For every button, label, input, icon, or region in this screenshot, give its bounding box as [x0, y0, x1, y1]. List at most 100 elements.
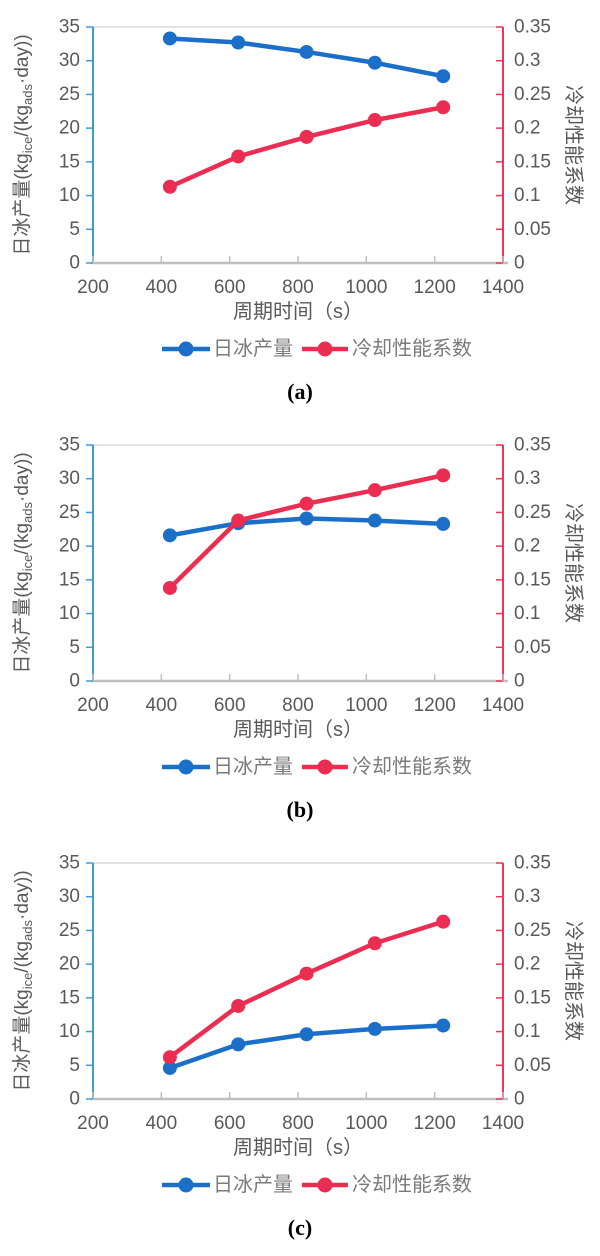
series-marker-left — [299, 511, 314, 526]
right-tick-label: 0.35 — [514, 853, 551, 874]
right-tick-label: 0.1 — [514, 1021, 540, 1042]
legend-label: 日冰产量 — [213, 1173, 293, 1196]
x-tick-label: 1200 — [414, 695, 456, 716]
legend-swatch-marker — [317, 341, 333, 357]
left-tick-label: 30 — [59, 468, 80, 489]
x-tick-label: 600 — [214, 695, 246, 716]
series-marker-right — [231, 998, 246, 1013]
right-tick-label: 0.2 — [514, 954, 540, 975]
left-tick-label: 5 — [69, 219, 80, 240]
series-marker-left — [162, 528, 177, 543]
x-tick-label: 200 — [77, 695, 109, 716]
chart-a-canvas: 0 5 10 15 20 25 30 35 0 0.05 0.1 0.15 0.2 0.25 0.3 0.35… — [11, 17, 585, 361]
x-tick-label: 1000 — [345, 277, 387, 298]
right-axis-title: 冷却性能系数 — [562, 503, 585, 623]
left-tick-label: 25 — [59, 920, 80, 941]
left-tick-label: 20 — [59, 536, 80, 557]
left-tick-label: 35 — [59, 435, 80, 456]
series-marker-left — [299, 44, 314, 59]
right-tick-label: 0.25 — [514, 502, 551, 523]
chart-c-canvas: 0 5 10 15 20 25 30 35 0 0.05 0.1 0.15 0.2 0.25 0.3 0.35… — [11, 853, 585, 1197]
series-marker-left — [162, 1060, 177, 1075]
left-tick-label: 25 — [59, 84, 80, 105]
series-marker-right — [231, 149, 246, 164]
x-tick-label: 200 — [77, 1113, 109, 1134]
left-tick-label: 35 — [59, 853, 80, 874]
x-axis-title: 周期时间（s） — [233, 718, 363, 741]
right-tick-label: 0.1 — [514, 603, 540, 624]
series-marker-right — [436, 100, 451, 115]
right-tick-label: 0 — [514, 1089, 525, 1110]
right-tick-label: 0.3 — [514, 50, 540, 71]
series-marker-right — [299, 966, 314, 981]
right-tick-label: 0.1 — [514, 185, 540, 206]
series-marker-left — [231, 35, 246, 50]
right-tick-label: 0.15 — [514, 151, 551, 172]
right-tick-label: 0.2 — [514, 536, 540, 557]
legend-swatch-marker — [317, 759, 333, 775]
x-tick-label: 1200 — [414, 1113, 456, 1134]
right-tick-label: 0.25 — [514, 920, 551, 941]
series-marker-left — [162, 31, 177, 46]
right-tick-label: 0.05 — [514, 219, 551, 240]
right-tick-label: 0.35 — [514, 435, 551, 456]
left-tick-label: 10 — [59, 185, 80, 206]
x-tick-label: 1200 — [414, 277, 456, 298]
x-tick-label: 800 — [282, 277, 314, 298]
left-tick-label: 0 — [69, 1089, 80, 1110]
x-axis-title: 周期时间（s） — [233, 1136, 363, 1159]
x-tick-label: 600 — [214, 277, 246, 298]
right-tick-label: 0.35 — [514, 17, 551, 38]
series-marker-right — [299, 496, 314, 511]
x-tick-label: 1400 — [482, 277, 524, 298]
x-tick-label: 1000 — [345, 695, 387, 716]
legend-label: 日冰产量 — [213, 755, 293, 778]
right-tick-label: 0.25 — [514, 84, 551, 105]
series-marker-left — [231, 1037, 246, 1052]
x-tick-label: 600 — [214, 1113, 246, 1134]
left-tick-label: 15 — [59, 151, 80, 172]
left-tick-label: 10 — [59, 603, 80, 624]
left-tick-label: 15 — [59, 987, 80, 1008]
x-tick-label: 1400 — [482, 695, 524, 716]
chart-block-a: 0 5 10 15 20 25 30 35 0 0.05 0.1 0.15 0.2 0.25 0.3 0.35… — [0, 0, 600, 418]
left-tick-label: 5 — [69, 1055, 80, 1076]
left-tick-label: 0 — [69, 671, 80, 692]
left-tick-label: 0 — [69, 253, 80, 274]
left-tick-label: 35 — [59, 17, 80, 38]
right-axis-title: 冷却性能系数 — [562, 921, 585, 1041]
chart-block-c: 0 5 10 15 20 25 30 35 0 0.05 0.1 0.15 0.2 0.25 0.3 0.35… — [0, 836, 600, 1254]
left-tick-label: 5 — [69, 637, 80, 658]
chart-c-caption: (c) — [287, 1215, 313, 1240]
right-tick-label: 0.3 — [514, 468, 540, 489]
legend-label: 日冰产量 — [213, 337, 293, 360]
series-marker-right — [436, 468, 451, 483]
x-tick-label: 400 — [145, 695, 177, 716]
right-tick-label: 0 — [514, 671, 525, 692]
series-marker-right — [367, 936, 382, 951]
x-tick-label: 400 — [145, 1113, 177, 1134]
left-axis-title: 日冰产量(kgice/(kgads·day)) — [11, 34, 35, 255]
left-tick-label: 30 — [59, 886, 80, 907]
x-tick-label: 400 — [145, 277, 177, 298]
series-line-right — [167, 104, 446, 190]
series-marker-right — [162, 179, 177, 194]
series-marker-left — [367, 55, 382, 70]
left-tick-label: 30 — [59, 50, 80, 71]
legend-swatch-marker — [317, 1177, 333, 1193]
series-line-right — [167, 473, 446, 591]
right-tick-label: 0.05 — [514, 1055, 551, 1076]
series-marker-right — [436, 914, 451, 929]
legend-label: 冷却性能系数 — [352, 337, 472, 360]
left-axis-title: 日冰产量(kgice/(kgads·day)) — [11, 870, 35, 1091]
series-marker-left — [299, 1027, 314, 1042]
left-axis-title: 日冰产量(kgice/(kgads·day)) — [11, 452, 35, 673]
right-tick-label: 0.2 — [514, 118, 540, 139]
left-tick-label: 15 — [59, 569, 80, 590]
series-marker-right — [162, 580, 177, 595]
x-tick-label: 800 — [282, 695, 314, 716]
right-tick-label: 0.3 — [514, 886, 540, 907]
left-tick-label: 20 — [59, 118, 80, 139]
series-marker-left — [436, 1018, 451, 1033]
